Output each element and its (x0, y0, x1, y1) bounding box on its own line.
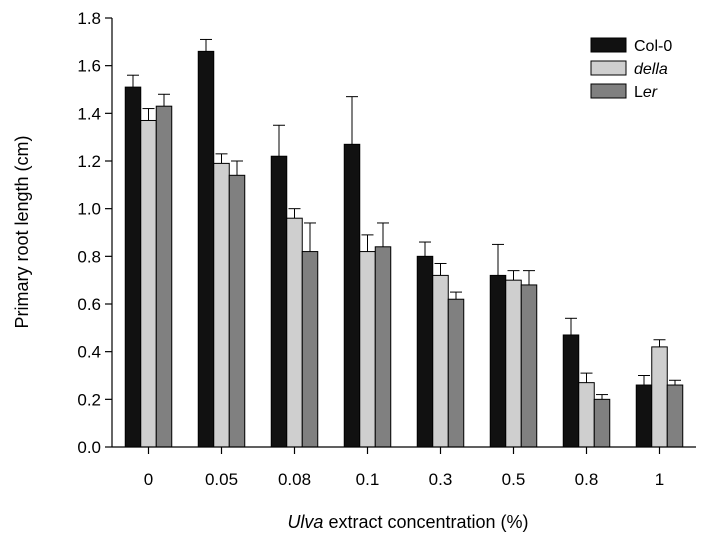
y-tick-label: 0.6 (77, 295, 101, 314)
y-axis-title: Primary root length (cm) (12, 135, 32, 328)
bars-layer (124, 50, 684, 448)
bar-series3-cat1 (155, 105, 173, 448)
y-tick-label: 1.6 (77, 57, 101, 76)
legend-swatch-series3 (590, 83, 627, 99)
bar-series3-cat8 (666, 384, 684, 448)
bar-series2-cat7 (578, 382, 595, 448)
x-tick-label: 0.05 (205, 470, 238, 489)
legend-label-series1: Col-0 (634, 38, 672, 55)
legend: Col-0 della Ler (590, 37, 672, 101)
bar-series2-cat4 (359, 251, 376, 448)
x-tick-label: 1 (655, 470, 664, 489)
legend-swatch-series2 (590, 60, 627, 76)
x-tick-label: 0 (144, 470, 153, 489)
x-ticks-layer: 0 0.05 0.08 0.1 0.3 0.5 0.8 1 (144, 447, 664, 489)
bar-series2-cat8 (651, 346, 668, 448)
y-tick-label: 1.8 (77, 9, 101, 28)
x-axis-title: Ulva extract concentration (%) (287, 512, 528, 532)
bar-series2-cat6 (505, 279, 522, 448)
y-tick-label: 0.4 (77, 343, 101, 362)
y-tick-label: 1.0 (77, 200, 101, 219)
legend-swatch-series1 (590, 37, 627, 53)
legend-label-series3: Ler (634, 84, 658, 101)
bar-series1-cat7 (562, 334, 580, 448)
x-axis-title-rest: extract concentration (%) (323, 512, 528, 532)
y-ticks-layer: 0.0 0.2 0.4 0.6 0.8 1.0 1.2 1.4 1.6 1.8 (77, 9, 112, 457)
bar-series3-cat3 (301, 251, 319, 448)
bar-series3-cat6 (520, 284, 538, 448)
bar-series2-cat2 (213, 162, 230, 448)
x-tick-label: 0.8 (575, 470, 599, 489)
y-tick-label: 0.8 (77, 247, 101, 266)
x-axis-title-italic: Ulva (287, 512, 323, 532)
x-tick-label: 0.1 (356, 470, 380, 489)
bar-series3-cat2 (228, 174, 246, 448)
bar-series3-cat7 (593, 398, 611, 448)
bar-series3-cat5 (447, 298, 465, 448)
bar-series1-cat1 (124, 86, 142, 448)
bar-series2-cat1 (140, 119, 157, 448)
bar-series1-cat3 (270, 155, 288, 448)
bar-series2-cat5 (432, 274, 449, 448)
bar-series2-cat3 (286, 217, 303, 448)
bar-series1-cat8 (635, 384, 653, 448)
y-tick-label: 1.4 (77, 104, 101, 123)
legend-label-series2: della (634, 61, 668, 78)
axes-layer (111, 18, 696, 448)
y-tick-label: 0.0 (77, 438, 101, 457)
bar-series3-cat4 (374, 246, 392, 448)
x-tick-label: 0.5 (502, 470, 526, 489)
bar-series1-cat2 (197, 50, 215, 448)
x-tick-label: 0.3 (429, 470, 453, 489)
bar-series1-cat6 (489, 274, 507, 448)
y-tick-label: 1.2 (77, 152, 101, 171)
bar-series1-cat5 (416, 255, 434, 448)
x-tick-label: 0.08 (278, 470, 311, 489)
y-tick-label: 0.2 (77, 390, 101, 409)
error-bars-layer (127, 38, 681, 400)
bar-series1-cat4 (343, 143, 361, 448)
